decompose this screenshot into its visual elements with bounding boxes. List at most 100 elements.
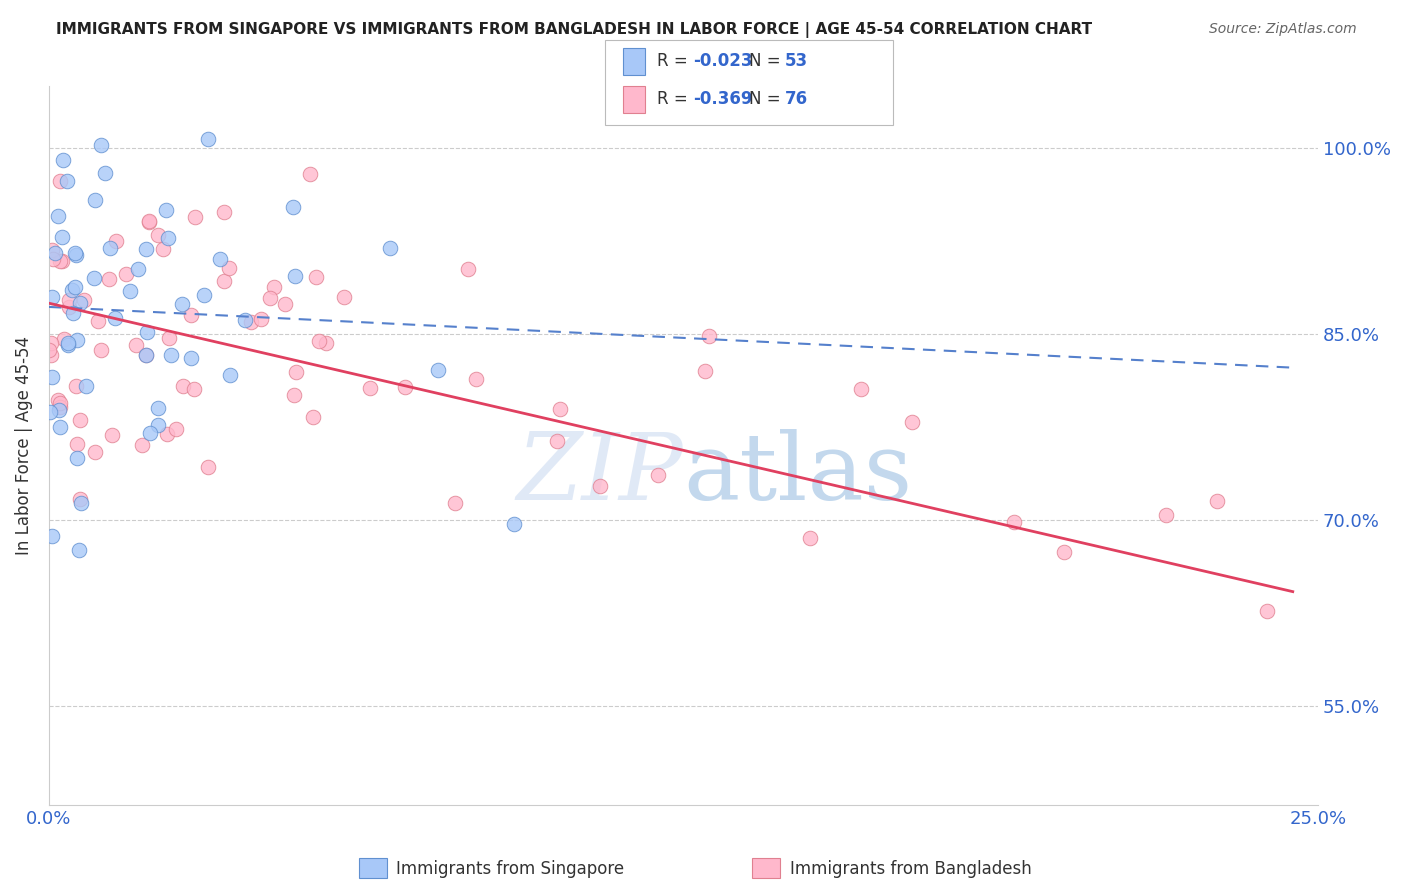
Point (197, 131, 219, 145)
Point (378, 241, 401, 255)
Point (75, 379, 97, 393)
Point (84, 445, 107, 459)
Point (60, 283, 83, 297)
Text: R =: R = (657, 90, 693, 108)
Point (647, 467, 669, 482)
Text: Immigrants from Bangladesh: Immigrants from Bangladesh (790, 860, 1032, 878)
Point (172, 379, 194, 393)
Point (70, 496, 93, 510)
Point (588, 479, 610, 493)
Point (166, 422, 188, 436)
Point (851, 382, 873, 396)
Point (135, 348, 157, 362)
Point (233, 313, 256, 327)
Point (56, 174, 79, 188)
Point (457, 262, 479, 277)
Point (67, 542, 90, 557)
Point (197, 460, 219, 475)
Point (63, 279, 86, 293)
Point (465, 372, 488, 386)
Point (159, 348, 181, 362)
Point (284, 268, 307, 283)
Point (298, 167, 321, 181)
Point (66, 450, 89, 465)
Point (135, 242, 157, 256)
Point (46, 210, 69, 224)
Point (39, 405, 62, 419)
Text: -0.023: -0.023 (693, 53, 752, 70)
Point (120, 285, 142, 299)
Point (65, 378, 87, 392)
Point (157, 331, 180, 345)
Point (49, 253, 72, 268)
Point (138, 426, 160, 441)
Point (94, 166, 117, 180)
Point (41, 290, 63, 304)
Point (125, 337, 148, 351)
Point (58, 337, 80, 351)
Point (115, 267, 138, 281)
Point (69, 296, 91, 310)
Point (250, 312, 273, 326)
Point (41, 370, 63, 384)
Point (799, 531, 821, 545)
Point (259, 291, 281, 305)
Text: -0.369: -0.369 (693, 90, 752, 108)
Point (308, 334, 330, 348)
Point (90, 343, 112, 357)
Point (104, 235, 127, 249)
Point (283, 388, 305, 402)
Point (90, 137, 112, 152)
Point (184, 210, 207, 224)
Point (41, 529, 63, 543)
Point (172, 297, 194, 311)
Point (152, 243, 174, 257)
Point (84, 193, 107, 207)
Point (58, 300, 80, 314)
Point (218, 261, 240, 276)
Point (51, 230, 73, 244)
Point (332, 290, 354, 304)
Point (52, 153, 75, 168)
Point (86, 314, 108, 328)
Point (56, 335, 79, 350)
Point (97, 272, 120, 286)
Text: Immigrants from Singapore: Immigrants from Singapore (396, 860, 624, 878)
Point (53, 332, 76, 346)
Point (263, 279, 285, 293)
Point (212, 273, 235, 287)
Point (73, 293, 96, 308)
Point (156, 426, 179, 441)
Point (135, 325, 157, 339)
Point (100, 241, 122, 255)
Point (101, 428, 124, 442)
Point (1053, 545, 1076, 559)
Point (502, 516, 524, 531)
Point (41, 243, 63, 257)
Point (69, 412, 91, 426)
Text: atlas: atlas (683, 429, 912, 519)
Point (69, 491, 91, 506)
Point (135, 348, 157, 362)
Point (49, 396, 72, 410)
Point (146, 418, 169, 433)
Point (697, 329, 720, 343)
Point (148, 401, 170, 416)
Text: IMMIGRANTS FROM SINGAPORE VS IMMIGRANTS FROM BANGLADESH IN LABOR FORCE | AGE 45-: IMMIGRANTS FROM SINGAPORE VS IMMIGRANTS … (56, 22, 1092, 38)
Point (1002, 515, 1025, 529)
Text: R =: R = (657, 53, 693, 70)
Point (49, 401, 72, 415)
Point (58, 293, 80, 307)
Point (1205, 493, 1227, 508)
Point (1256, 604, 1278, 618)
Point (51, 254, 73, 268)
Point (695, 364, 717, 378)
Point (1154, 508, 1177, 522)
Point (394, 380, 416, 394)
Point (281, 200, 304, 214)
Point (39, 348, 62, 362)
Point (156, 231, 179, 245)
Point (48, 403, 70, 417)
Point (66, 436, 89, 450)
Point (49, 174, 72, 188)
